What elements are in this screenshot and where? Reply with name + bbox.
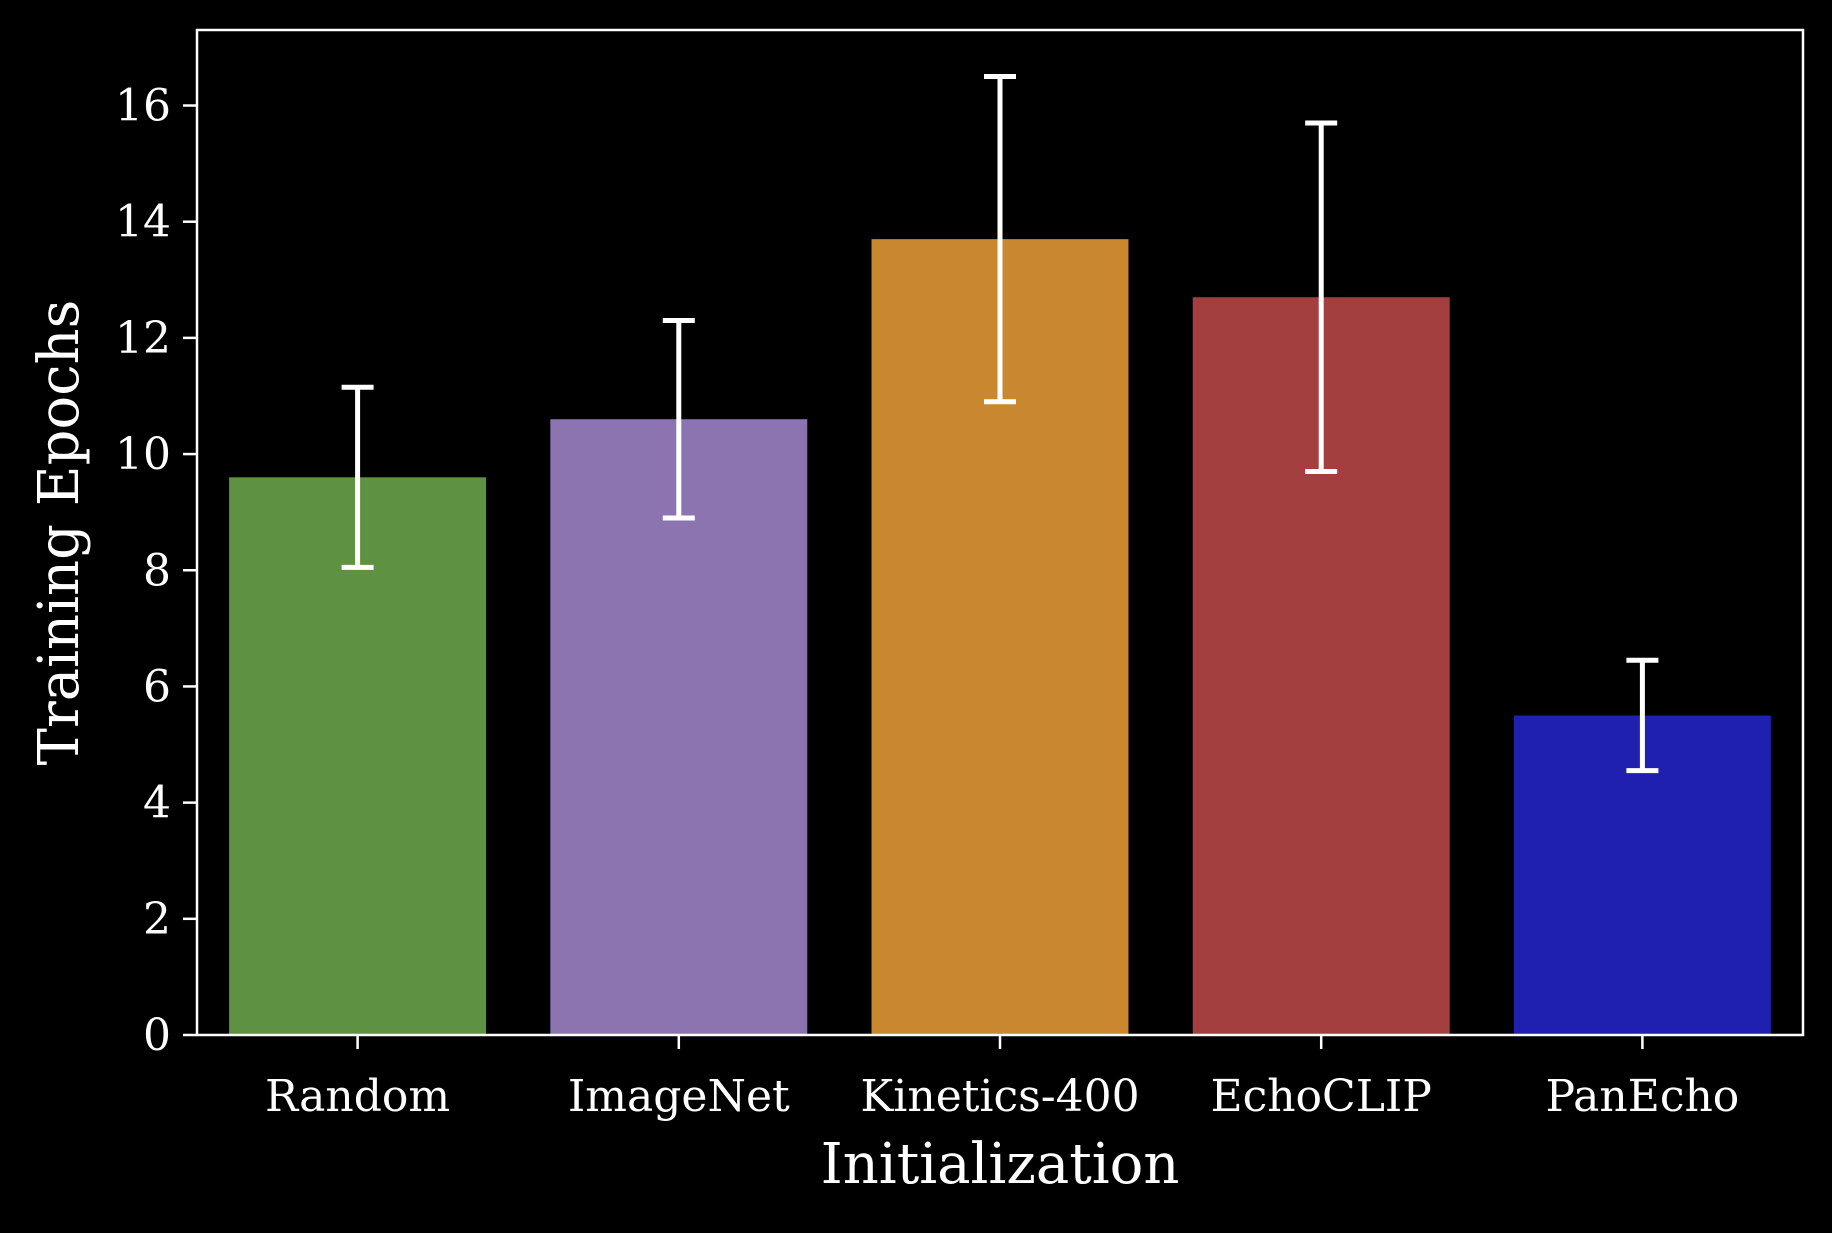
y-tick-label: 16 xyxy=(115,81,171,132)
x-tick-label: PanEcho xyxy=(1546,1071,1740,1122)
y-tick-label: 2 xyxy=(143,894,171,945)
x-axis-label: Initialization xyxy=(821,1132,1180,1197)
y-axis-label: Training Epochs xyxy=(27,300,92,766)
y-tick-label: 10 xyxy=(115,429,171,480)
bar-imagenet xyxy=(550,419,808,1035)
y-tick-label: 0 xyxy=(143,1010,171,1061)
error-bar-imagenet xyxy=(662,317,695,521)
error-bar-random xyxy=(341,384,374,570)
y-tick-label: 14 xyxy=(115,197,171,248)
x-tick-label: ImageNet xyxy=(568,1071,790,1122)
x-tick-label: Kinetics-400 xyxy=(860,1071,1139,1122)
error-bar-panecho xyxy=(1626,657,1659,774)
y-tick-label: 6 xyxy=(143,661,171,712)
error-bars-group xyxy=(341,73,1659,774)
error-bar-kinetics-400 xyxy=(984,73,1016,405)
y-tick-label: 8 xyxy=(143,545,171,596)
y-tick-label: 4 xyxy=(143,778,171,829)
x-axis: Random ImageNet Kinetics-400 EchoCLIP PanEch… xyxy=(265,1035,1739,1122)
x-tick-label: Random xyxy=(265,1071,450,1122)
y-tick-label: 12 xyxy=(115,313,171,364)
error-bar-echoclip xyxy=(1305,120,1338,475)
y-axis: 0 2 4 6 8 10 12 14 16 xyxy=(115,81,197,1061)
x-tick-label: EchoCLIP xyxy=(1210,1071,1431,1122)
bar-random xyxy=(229,477,487,1035)
